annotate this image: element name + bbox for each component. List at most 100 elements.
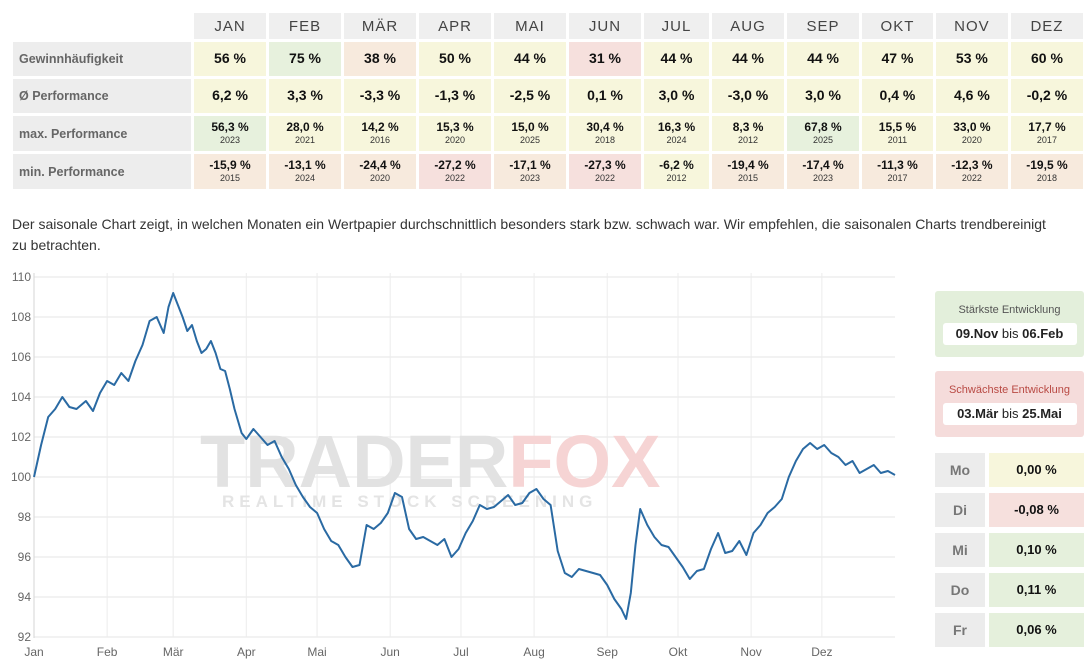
y-tick-label: 92 bbox=[18, 630, 32, 644]
y-tick-label: 100 bbox=[11, 470, 31, 484]
win-rate-cell: 56 % bbox=[194, 42, 266, 76]
avg-performance-cell: -1,3 % bbox=[419, 79, 491, 113]
y-tick-label: 96 bbox=[18, 550, 32, 564]
max-performance-cell: 67,8 % 2025 bbox=[787, 116, 860, 151]
cell-value: 56 % bbox=[214, 50, 246, 66]
cell-value: 0,1 % bbox=[587, 87, 623, 103]
min-performance-cell: -19,4 % 2015 bbox=[712, 154, 785, 189]
cell-year: 2020 bbox=[369, 173, 391, 183]
cell-value: -17,1 % bbox=[509, 158, 551, 172]
seasonal-line-chart: TRADERFOX REALTIME STOCK SCREENING 92 94 9… bbox=[11, 270, 896, 659]
x-tick-label: Apr bbox=[237, 645, 256, 659]
weakest-period-panel: Schwächste Entwicklung 03.Mär bis 25.Mai bbox=[935, 371, 1084, 437]
win-rate-cell: 31 % bbox=[569, 42, 641, 76]
month-header: FEB bbox=[269, 13, 341, 39]
seasonality-stats-table: JAN FEB MÄR APR MAI JUN JUL AUG SEP OKT … bbox=[10, 10, 1086, 192]
watermark-brand-b-text: FOX bbox=[508, 420, 660, 503]
watermark-brand-a-text: TRADER bbox=[200, 420, 508, 503]
strongest-from: 09.Nov bbox=[955, 326, 999, 341]
min-performance-cell: -19,5 % 2018 bbox=[1010, 154, 1083, 189]
cell-year: 2022 bbox=[594, 173, 616, 183]
month-header: MAI bbox=[494, 13, 566, 39]
x-tick-label: Jan bbox=[24, 645, 43, 659]
month-header: NOV bbox=[935, 13, 1008, 39]
weakest-to: 25.Mai bbox=[1022, 406, 1062, 421]
month-header: JUN bbox=[569, 13, 641, 39]
max-performance-cell: 8,3 % 2012 bbox=[712, 116, 785, 151]
x-tick-label: Mai bbox=[307, 645, 326, 659]
strongest-period-panel: Stärkste Entwicklung 09.Nov bis 06.Feb bbox=[935, 291, 1084, 357]
cell-value: -13,1 % bbox=[284, 158, 326, 172]
cell-year: 2020 bbox=[444, 135, 466, 145]
cell-value: 67,8 % bbox=[804, 120, 842, 134]
cell-value: -19,4 % bbox=[727, 158, 769, 172]
cell-value: 30,4 % bbox=[586, 120, 624, 134]
avg-performance-cell: 0,1 % bbox=[569, 79, 641, 113]
cell-value: 44 % bbox=[807, 50, 839, 66]
cell-value: -19,5 % bbox=[1026, 158, 1068, 172]
avg-performance-cell: 6,2 % bbox=[194, 79, 266, 113]
cell-value: -1,3 % bbox=[434, 87, 476, 103]
min-performance-row: min. Performance -15,9 % 2015 -13,1 % 2024… bbox=[13, 154, 1083, 189]
cell-value: 0,4 % bbox=[879, 87, 916, 103]
cell-value: -15,9 % bbox=[209, 158, 251, 172]
weekday-value: 0,10 % bbox=[989, 533, 1084, 567]
min-performance-cell: -15,9 % 2015 bbox=[194, 154, 266, 189]
y-tick-label: 104 bbox=[11, 390, 31, 404]
row-label: max. Performance bbox=[13, 116, 191, 151]
avg-performance-cell: -3,0 % bbox=[712, 79, 785, 113]
month-header: JAN bbox=[194, 13, 266, 39]
cell-year: 2015 bbox=[219, 173, 241, 183]
y-tick-label: 98 bbox=[18, 510, 32, 524]
cell-value: 75 % bbox=[289, 50, 321, 66]
strongest-title: Stärkste Entwicklung bbox=[958, 304, 1061, 316]
avg-performance-cell: -3,3 % bbox=[344, 79, 416, 113]
cell-value: 53 % bbox=[955, 50, 988, 66]
max-performance-cell: 33,0 % 2020 bbox=[935, 116, 1008, 151]
table-corner bbox=[13, 13, 191, 39]
min-performance-cell: -27,2 % 2022 bbox=[419, 154, 491, 189]
min-performance-cell: -17,4 % 2023 bbox=[787, 154, 860, 189]
avg-performance-cell: 3,0 % bbox=[644, 79, 710, 113]
weekday-value: 0,06 % bbox=[989, 613, 1084, 647]
cell-value: 44 % bbox=[514, 50, 546, 66]
cell-value: 38 % bbox=[364, 50, 396, 66]
win-rate-cell: 75 % bbox=[269, 42, 341, 76]
y-tick-label: 94 bbox=[18, 590, 32, 604]
chart-description: Der saisonale Chart zeigt, in welchen Mo… bbox=[12, 216, 1046, 253]
win-rate-cell: 53 % bbox=[935, 42, 1008, 76]
y-tick-label: 110 bbox=[12, 270, 31, 284]
cell-value: -3,0 % bbox=[727, 87, 769, 103]
cell-value: 3,0 % bbox=[805, 87, 841, 103]
y-tick-label: 106 bbox=[11, 350, 31, 364]
weekday-label: Di bbox=[935, 493, 985, 527]
win-rate-cell: 44 % bbox=[494, 42, 566, 76]
cell-value: -24,4 % bbox=[359, 158, 401, 172]
cell-year: 2011 bbox=[887, 135, 908, 145]
watermark-tagline: REALTIME STOCK SCREENING bbox=[222, 492, 597, 511]
x-tick-label: Sep bbox=[597, 645, 619, 659]
min-performance-cell: -13,1 % 2024 bbox=[269, 154, 341, 189]
avg-performance-row: Ø Performance 6,2 % 3,3 % -3,3 % -1,3 % … bbox=[13, 79, 1083, 113]
weekday-row-mi: Mi 0,10 % bbox=[935, 533, 1084, 567]
cell-value: 17,7 % bbox=[1028, 120, 1066, 134]
cell-year: 2017 bbox=[887, 173, 908, 183]
min-performance-cell: -27,3 % 2022 bbox=[569, 154, 641, 189]
month-header: SEP bbox=[787, 13, 860, 39]
cell-year: 2012 bbox=[738, 135, 759, 145]
weekday-value: 0,00 % bbox=[989, 453, 1084, 487]
month-header-row: JAN FEB MÄR APR MAI JUN JUL AUG SEP OKT … bbox=[13, 13, 1083, 39]
cell-year: 2022 bbox=[961, 173, 982, 183]
y-tick-label: 108 bbox=[11, 310, 31, 324]
cell-value: 47 % bbox=[881, 50, 914, 66]
cell-value: 33,0 % bbox=[953, 120, 991, 134]
cell-value: 14,2 % bbox=[361, 120, 399, 134]
win-rate-cell: 60 % bbox=[1010, 42, 1083, 76]
max-performance-cell: 16,3 % 2024 bbox=[644, 116, 710, 151]
max-performance-cell: 15,3 % 2020 bbox=[419, 116, 491, 151]
cell-year: 2022 bbox=[444, 173, 466, 183]
max-performance-cell: 15,0 % 2025 bbox=[494, 116, 566, 151]
cell-value: 15,3 % bbox=[436, 120, 474, 134]
cell-year: 2025 bbox=[519, 135, 541, 145]
max-performance-row: max. Performance 56,3 % 2023 28,0 % 2021 1… bbox=[13, 116, 1083, 151]
